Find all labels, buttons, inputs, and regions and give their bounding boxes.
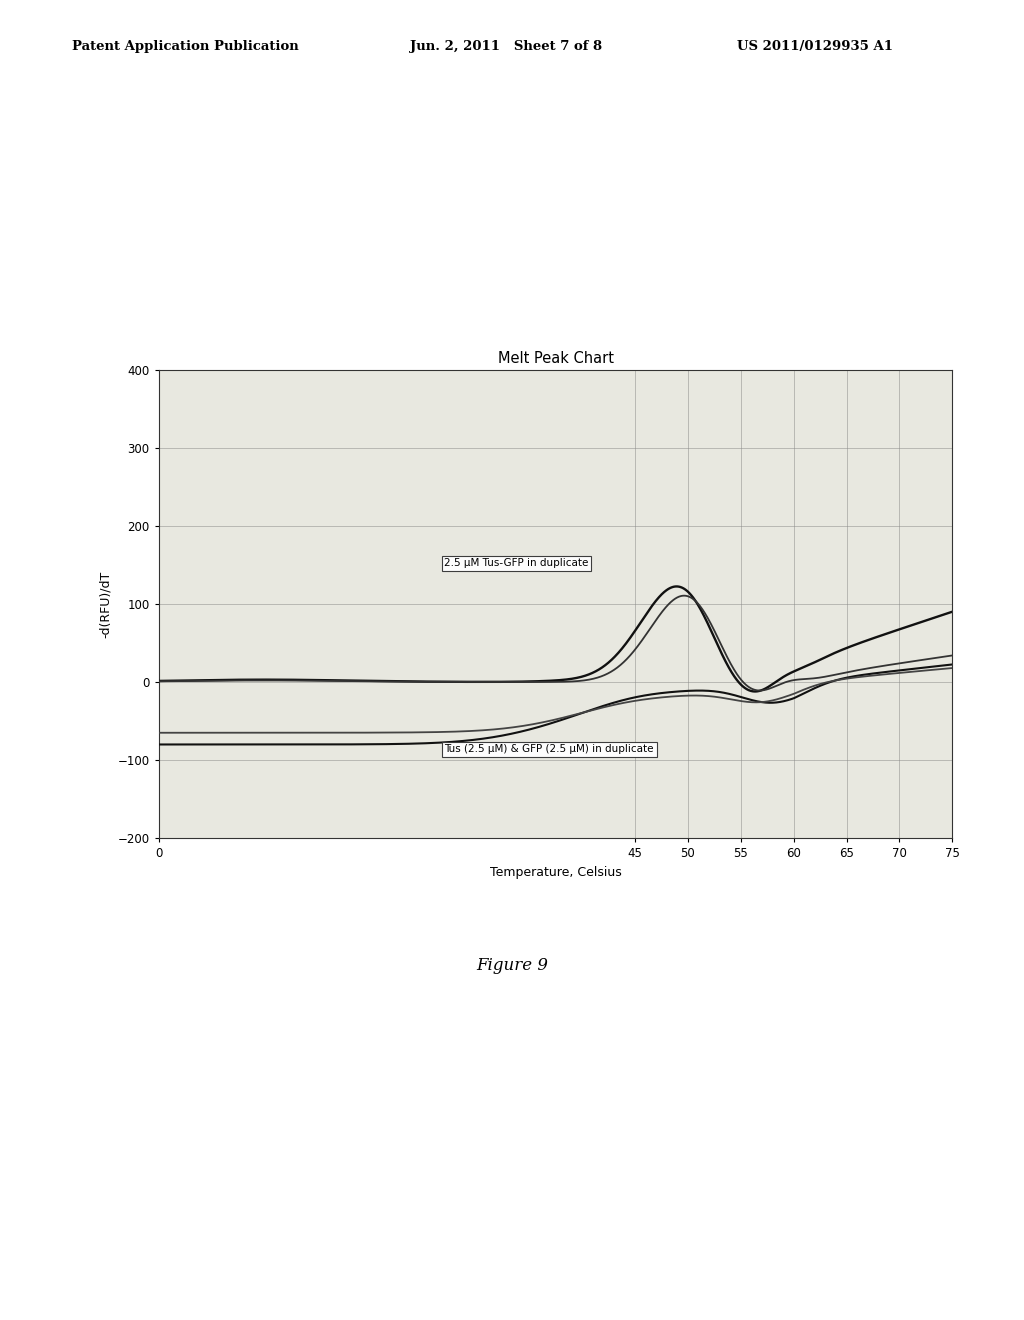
Text: Figure 9: Figure 9: [476, 957, 548, 974]
Text: Jun. 2, 2011   Sheet 7 of 8: Jun. 2, 2011 Sheet 7 of 8: [410, 40, 602, 53]
Text: 2.5 μM Tus-GFP in duplicate: 2.5 μM Tus-GFP in duplicate: [444, 558, 589, 569]
Title: Melt Peak Chart: Melt Peak Chart: [498, 351, 613, 366]
Y-axis label: -d(RFU)/dT: -d(RFU)/dT: [99, 570, 112, 638]
X-axis label: Temperature, Celsius: Temperature, Celsius: [489, 866, 622, 879]
Text: Patent Application Publication: Patent Application Publication: [72, 40, 298, 53]
Text: Tus (2.5 μM) & GFP (2.5 μM) in duplicate: Tus (2.5 μM) & GFP (2.5 μM) in duplicate: [444, 744, 654, 754]
Text: US 2011/0129935 A1: US 2011/0129935 A1: [737, 40, 893, 53]
